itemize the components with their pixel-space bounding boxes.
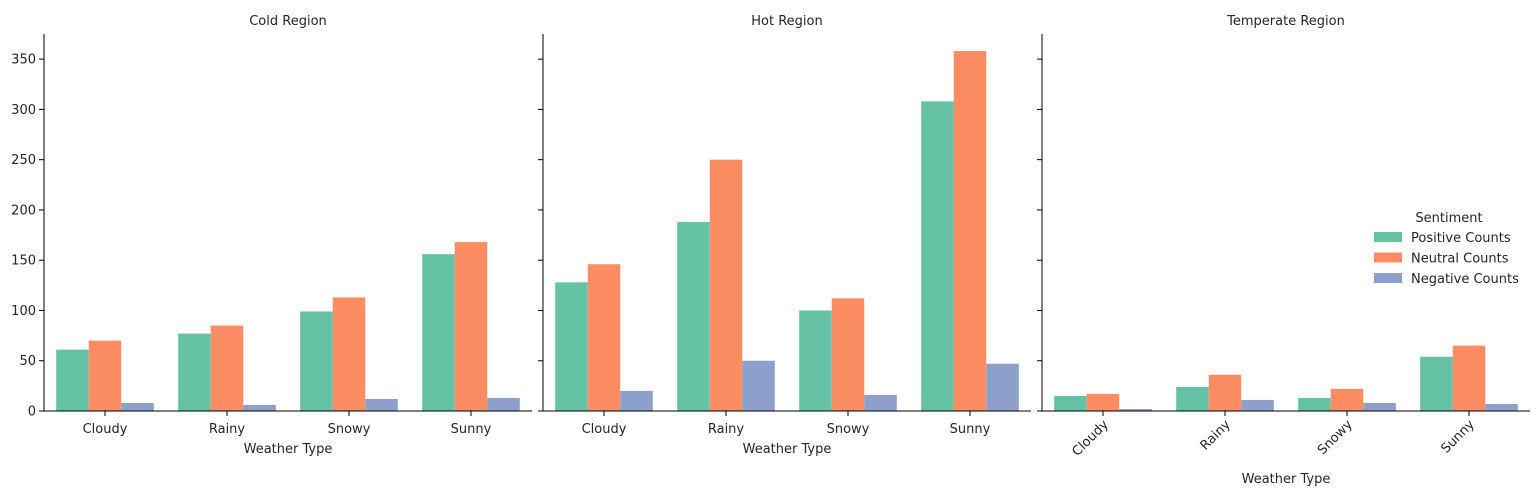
x-axis-label: Weather Type <box>743 442 832 457</box>
bar-negative-counts-snowy <box>864 394 897 411</box>
bar-negative-counts-sunny <box>1485 403 1518 411</box>
x-axis-label: Weather Type <box>244 442 333 457</box>
bar-positive-counts-sunny <box>422 254 455 411</box>
bar-neutral-counts-sunny <box>454 242 488 411</box>
bar-positive-counts-sunny <box>921 101 954 412</box>
bar-neutral-counts-rainy <box>1208 374 1242 411</box>
y-tick-label: 100 <box>11 304 36 319</box>
bar-neutral-counts-snowy <box>332 297 366 411</box>
bar-neutral-counts-rainy <box>709 159 743 411</box>
x-tick-label: Snowy <box>827 422 870 437</box>
legend-label: Positive Counts <box>1411 231 1511 246</box>
bar-neutral-counts-cloudy <box>1086 393 1120 411</box>
x-tick-label: Snowy <box>1315 417 1356 458</box>
bar-neutral-counts-snowy <box>831 298 865 411</box>
bar-negative-counts-cloudy <box>121 402 154 411</box>
x-tick-label: Cloudy <box>1070 417 1113 460</box>
bar-neutral-counts-rainy <box>210 325 244 411</box>
bar-positive-counts-snowy <box>799 310 832 411</box>
bar-negative-counts-cloudy <box>1119 408 1152 411</box>
legend-swatch <box>1374 273 1402 283</box>
bar-negative-counts-rainy <box>1241 399 1274 411</box>
bar-neutral-counts-cloudy <box>587 264 621 411</box>
bar-positive-counts-cloudy <box>1054 395 1087 411</box>
x-tick-label: Cloudy <box>83 422 128 437</box>
legend-label: Negative Counts <box>1411 272 1519 287</box>
panel-title: Temperate Region <box>1226 14 1345 29</box>
panel-temperate-region: Cloudy Rainy Snowy Sunny Weather Type Tempera… <box>1037 14 1530 487</box>
x-tick-label: Sunny <box>950 422 991 437</box>
y-tick-label: 50 <box>19 354 36 369</box>
bar-neutral-counts-snowy <box>1330 388 1364 411</box>
x-tick-label: Rainy <box>209 422 246 437</box>
bar-negative-counts-rainy <box>742 360 775 411</box>
panel-title: Hot Region <box>751 14 822 29</box>
legend: Sentiment Positive Counts Neutral Counts Ne… <box>1374 211 1519 287</box>
x-tick-label: Cloudy <box>582 422 627 437</box>
bar-negative-counts-snowy <box>1363 402 1396 411</box>
bar-neutral-counts-sunny <box>1452 345 1486 411</box>
x-tick-label: Sunny <box>451 422 492 437</box>
panel-cold-region: 0 50 100 150 200 250 300 350 Cloudy Rainy Snowy Sun… <box>11 14 532 457</box>
bar-neutral-counts-sunny <box>953 51 987 412</box>
bar-neutral-counts-cloudy <box>88 340 122 411</box>
legend-title: Sentiment <box>1415 211 1482 226</box>
x-tick-label: Rainy <box>708 422 745 437</box>
x-tick-label: Sunny <box>1438 417 1478 457</box>
x-tick-label: Snowy <box>328 422 371 437</box>
bar-positive-counts-cloudy <box>555 282 588 411</box>
y-tick-label: 350 <box>11 53 36 68</box>
legend-swatch <box>1374 252 1402 263</box>
legend-swatch <box>1374 232 1402 242</box>
panel-title: Cold Region <box>249 14 327 29</box>
y-tick-label: 0 <box>28 405 36 420</box>
bar-negative-counts-sunny <box>487 397 520 411</box>
bar-negative-counts-cloudy <box>620 390 653 411</box>
bar-negative-counts-snowy <box>365 398 398 411</box>
bar-positive-counts-cloudy <box>56 349 89 411</box>
bar-positive-counts-snowy <box>300 311 333 411</box>
x-axis-label: Weather Type <box>1242 472 1331 487</box>
x-tick-label: Rainy <box>1198 417 1234 453</box>
bar-positive-counts-rainy <box>677 222 710 411</box>
legend-label: Neutral Counts <box>1411 252 1509 267</box>
y-tick-label: 250 <box>11 153 36 168</box>
y-tick-label: 300 <box>11 103 36 118</box>
bar-positive-counts-snowy <box>1298 397 1331 411</box>
bar-positive-counts-rainy <box>178 333 211 411</box>
bar-negative-counts-rainy <box>243 404 276 411</box>
panel-hot-region: Cloudy Rainy Snowy Sunny Weather Type Hot Reg… <box>538 14 1031 457</box>
bar-positive-counts-sunny <box>1420 356 1453 411</box>
bar-positive-counts-rainy <box>1176 386 1209 411</box>
y-tick-label: 150 <box>11 254 36 269</box>
y-tick-label: 200 <box>11 203 36 218</box>
bar-negative-counts-sunny <box>986 363 1019 411</box>
